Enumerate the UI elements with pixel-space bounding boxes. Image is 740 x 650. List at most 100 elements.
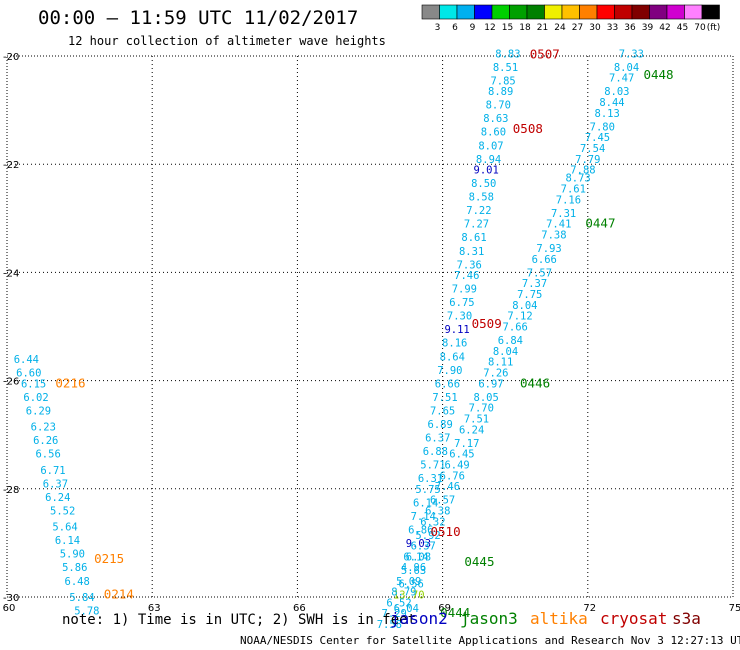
- wave-height-value: 6.37: [43, 478, 68, 490]
- legend-item-jason2: jason2: [390, 609, 448, 628]
- pass-time-label: 0214: [104, 586, 134, 601]
- wave-height-value: 8.44: [599, 97, 624, 109]
- scale-label: 33: [607, 23, 618, 33]
- wave-height-value: 6.24: [459, 424, 484, 436]
- scale-label: 27: [572, 23, 583, 33]
- scale-label: 36: [624, 23, 636, 33]
- wave-height-value: 8.64: [440, 351, 465, 363]
- scale-label: 21: [537, 23, 548, 33]
- wave-height-value: 7.33: [619, 48, 644, 60]
- scale-label: 3: [435, 23, 441, 33]
- wave-height-value: 8.83: [495, 48, 520, 60]
- pass-labels: 0216 0215 0214 0507 0508 0509 0510 0448 0447 0446…: [55, 46, 673, 620]
- wave-height-value: 7.51: [464, 413, 489, 425]
- y-tick-label: -20: [3, 52, 19, 63]
- wave-height-value: 5.75: [415, 484, 440, 496]
- wave-height-value: 5.78: [74, 606, 99, 618]
- scale-swatch: [701, 4, 720, 20]
- y-tick-label: -26: [3, 377, 19, 388]
- plot-frame: [6, 55, 734, 598]
- y-tick-label: -30: [3, 593, 19, 604]
- y-tick-label: -24: [3, 268, 19, 279]
- wave-height-value: 6.15: [21, 378, 46, 390]
- wave-height-value: 7.46: [435, 481, 460, 493]
- wave-height-value: 8.70: [486, 100, 511, 112]
- axis-ticks: 60 63 66 69 72 75 -20 -22 -24 -26 -28 -30: [3, 52, 740, 614]
- wave-height-value: 7.75: [517, 289, 542, 301]
- wave-height-value: 7.80: [590, 121, 615, 133]
- pass-time-label: 0507: [530, 46, 560, 61]
- wave-height-value: 7.85: [490, 75, 515, 87]
- wave-height-value: 7.65: [430, 405, 455, 417]
- wave-height-value: 8.16: [442, 338, 467, 350]
- wave-height-value: 8.05: [474, 392, 499, 404]
- wave-height-values: 6.446.606.156.026.296.236.266.566.716.37…: [14, 48, 644, 631]
- wave-height-value: 5.90: [60, 549, 85, 561]
- wave-height-value: 7.41: [546, 219, 571, 231]
- wave-height-value: 8.04: [512, 300, 537, 312]
- chart-subtitle: 12 hour collection of altimeter wave hei…: [68, 34, 386, 48]
- scale-label: 12: [484, 23, 495, 33]
- wave-height-value: 6.56: [35, 449, 60, 461]
- wave-height-value: 5.64: [52, 522, 77, 534]
- wave-height-value: 7.36: [457, 259, 482, 271]
- scale-swatch: [649, 4, 668, 20]
- wave-height-value: 7.31: [551, 208, 576, 220]
- wave-height-value: 8.07: [478, 140, 503, 152]
- wave-height-value: 7.99: [452, 284, 477, 296]
- wave-height-value: 6.84: [498, 335, 523, 347]
- wave-height-value: 6.45: [449, 449, 474, 461]
- scale-swatch: [474, 4, 493, 20]
- wave-height-value: 6.44: [14, 354, 39, 366]
- wave-height-value: 6.56: [398, 578, 423, 590]
- wave-height-value: 9.11: [444, 324, 469, 336]
- scale-swatch: [596, 4, 615, 20]
- wave-height-value: 7.37: [522, 278, 547, 290]
- legend-item-altika: altika: [530, 609, 588, 628]
- units-note: note: 1) Time is in UTC; 2) SWH is in fe…: [62, 612, 416, 628]
- y-tick-label: -28: [3, 485, 19, 496]
- scale-swatch: [491, 4, 510, 20]
- scale-swatch: [614, 4, 633, 20]
- wave-height-value: 5.84: [69, 592, 94, 604]
- scale-swatch: [421, 4, 440, 20]
- y-tick-label: -22: [3, 160, 19, 171]
- wave-height-value: 6.08: [406, 551, 431, 563]
- wave-height-value: 5.71: [420, 459, 445, 471]
- wave-height-value: 6.75: [449, 297, 474, 309]
- wave-height-value: 6.49: [444, 459, 469, 471]
- legend-item-jason3: jason3: [460, 609, 518, 628]
- wave-height-value: 6.02: [23, 392, 48, 404]
- wave-height-value: 7.26: [483, 367, 508, 379]
- wave-height-value: 8.50: [471, 178, 496, 190]
- legend-item-cryosat: cryosat: [600, 609, 667, 628]
- scale-label: 70: [694, 23, 706, 33]
- wave-height-value: 7.14: [411, 511, 436, 523]
- wave-height-value: 6.71: [40, 465, 65, 477]
- wave-height-value: 4.96: [401, 562, 426, 574]
- wave-height-value: 7.38: [541, 230, 566, 242]
- wave-height-value: 7.27: [464, 219, 489, 231]
- wave-height-value: 5.86: [62, 562, 87, 574]
- wave-height-value: 6.76: [440, 470, 465, 482]
- x-tick-label: 60: [3, 603, 16, 614]
- wave-height-value: 6.88: [423, 446, 448, 458]
- satellite-legend: jason2 jason3 altika cryosat s3a: [390, 609, 701, 628]
- wave-height-value: 8.04: [493, 346, 518, 358]
- scale-label: 39: [642, 23, 654, 33]
- wave-height-value: 7.22: [466, 205, 491, 217]
- scale-label: 6: [452, 23, 458, 33]
- wave-height-value: 7.16: [556, 194, 581, 206]
- scale-swatch: [579, 4, 598, 20]
- wave-height-value: 6.89: [428, 419, 453, 431]
- x-tick-label: 75: [729, 603, 740, 614]
- wave-height-value: 7.90: [437, 365, 462, 377]
- wave-height-value: 7.66: [503, 322, 528, 334]
- scale-label: 15: [502, 23, 513, 33]
- wave-height-value: 7.54: [580, 143, 605, 155]
- scale-label: 9: [470, 23, 476, 33]
- wave-height-value: 6.38: [425, 505, 450, 517]
- wave-height-value: 7.57: [527, 267, 552, 279]
